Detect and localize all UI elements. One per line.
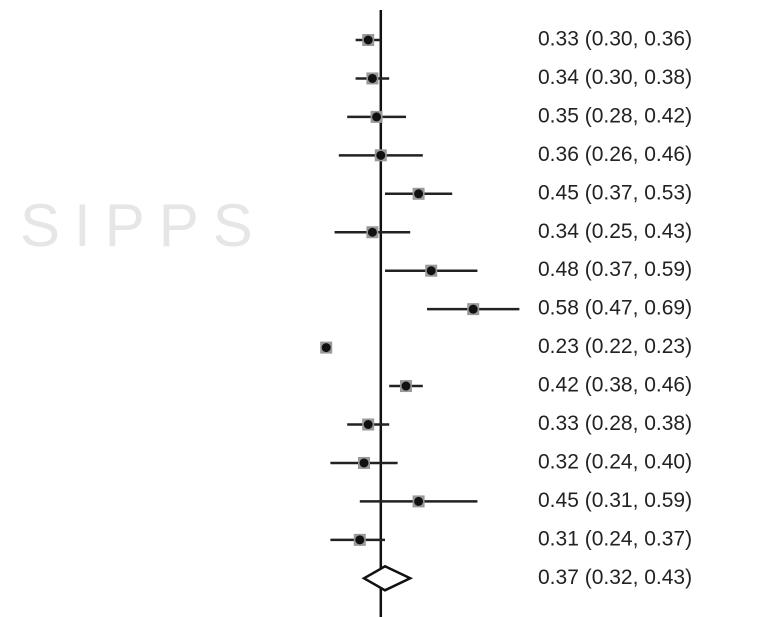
value-label: 0.33 (0.28, 0.38) bbox=[538, 412, 692, 435]
forest-plot: SIPPS 0.33 (0.30, 0.36) 0.34 (0.30, 0.38)… bbox=[0, 0, 776, 617]
value-label: 0.36 (0.26, 0.46) bbox=[538, 143, 692, 166]
value-label: 0.34 (0.30, 0.38) bbox=[538, 66, 692, 89]
point-estimate bbox=[322, 343, 331, 352]
point-estimate bbox=[427, 266, 436, 275]
point-estimate bbox=[372, 112, 381, 121]
point-estimate bbox=[402, 382, 411, 391]
overall-label: 0.37 (0.32, 0.43) bbox=[538, 566, 692, 589]
point-estimate bbox=[469, 305, 478, 314]
point-estimate bbox=[414, 189, 423, 198]
point-estimate bbox=[376, 151, 385, 160]
value-label: 0.35 (0.28, 0.42) bbox=[538, 104, 692, 127]
point-estimate bbox=[364, 36, 373, 45]
point-estimate bbox=[364, 420, 373, 429]
value-label: 0.31 (0.24, 0.37) bbox=[538, 527, 692, 550]
value-label: 0.33 (0.30, 0.36) bbox=[538, 28, 692, 51]
value-label: 0.23 (0.22, 0.23) bbox=[538, 335, 692, 358]
point-estimate bbox=[355, 535, 364, 544]
value-label: 0.45 (0.37, 0.53) bbox=[538, 181, 692, 204]
value-label: 0.34 (0.25, 0.43) bbox=[538, 220, 692, 243]
value-label: 0.45 (0.31, 0.59) bbox=[538, 489, 692, 512]
point-estimate bbox=[368, 74, 377, 83]
watermark: SIPPS bbox=[20, 192, 267, 259]
point-estimate bbox=[360, 458, 369, 467]
value-label: 0.58 (0.47, 0.69) bbox=[538, 297, 692, 320]
value-label: 0.42 (0.38, 0.46) bbox=[538, 374, 692, 397]
value-label: 0.32 (0.24, 0.40) bbox=[538, 450, 692, 473]
point-estimate bbox=[414, 497, 423, 506]
point-estimate bbox=[368, 228, 377, 237]
overall-diamond bbox=[364, 566, 410, 590]
value-label: 0.48 (0.37, 0.59) bbox=[538, 258, 692, 281]
